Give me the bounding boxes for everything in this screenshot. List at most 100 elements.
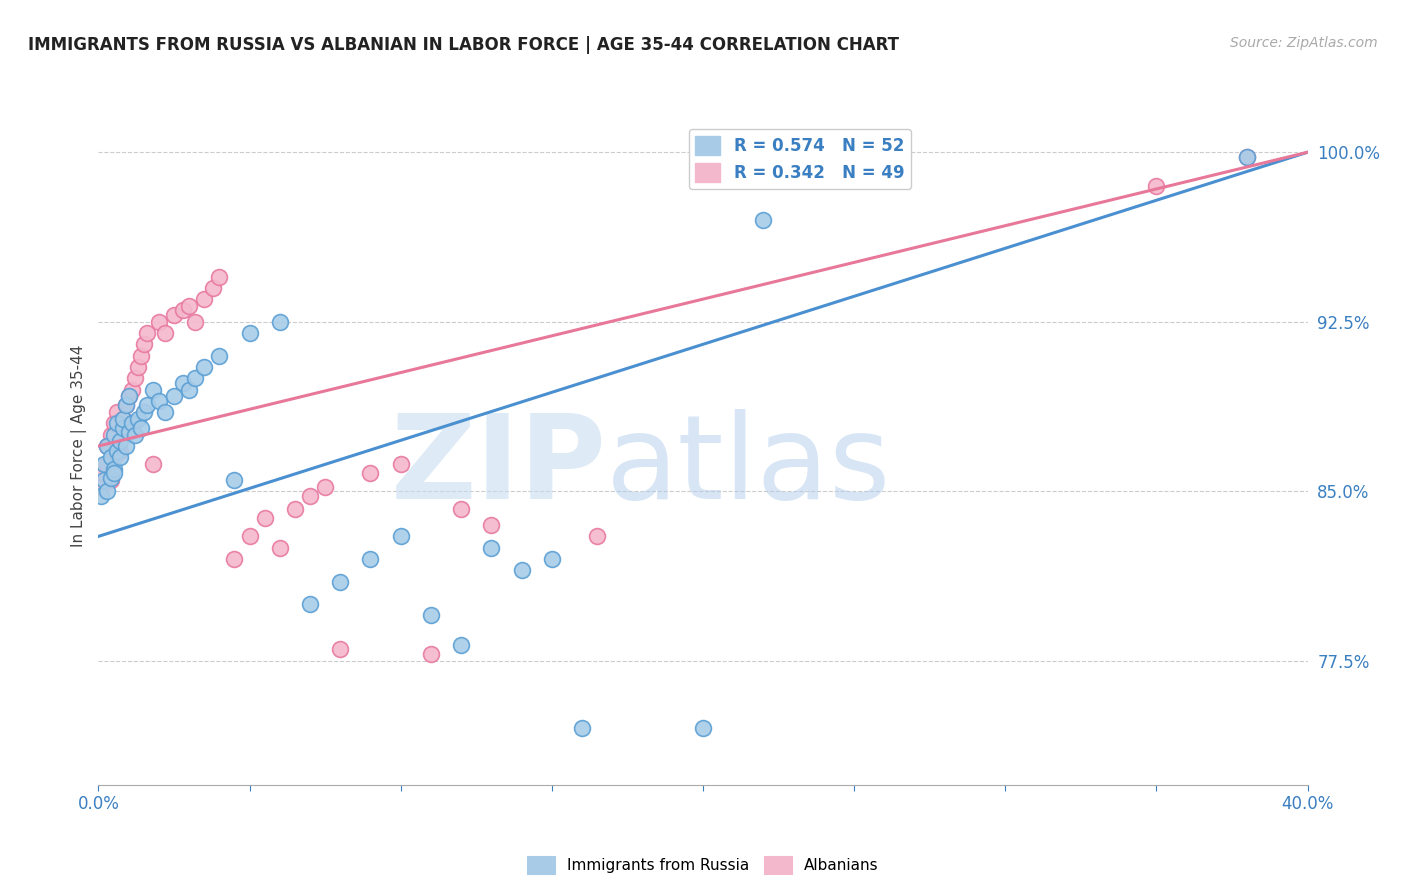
Point	[481, 518, 503, 533]
Point	[135, 326, 157, 340]
Point	[269, 541, 291, 555]
Point	[208, 349, 231, 363]
Point	[108, 450, 131, 465]
Point	[184, 315, 207, 329]
Point	[253, 511, 276, 525]
Point	[329, 642, 352, 657]
Point	[118, 425, 141, 440]
Point	[1236, 150, 1258, 164]
Point	[105, 405, 128, 419]
Point	[540, 552, 562, 566]
Point	[111, 421, 134, 435]
Point	[111, 412, 134, 426]
Point	[450, 638, 472, 652]
Point	[510, 563, 533, 577]
Point	[153, 326, 176, 340]
Point	[142, 457, 165, 471]
Point	[96, 439, 118, 453]
Text: Source: ZipAtlas.com: Source: ZipAtlas.com	[1230, 36, 1378, 50]
Point	[100, 450, 122, 465]
Point	[108, 434, 131, 449]
Point	[124, 371, 146, 385]
Point	[163, 389, 186, 403]
Point	[450, 502, 472, 516]
Point	[90, 480, 112, 494]
Point	[118, 389, 141, 403]
Point	[127, 359, 149, 374]
Y-axis label: In Labor Force | Age 35-44: In Labor Force | Age 35-44	[72, 345, 87, 547]
Point	[586, 529, 609, 543]
Point	[752, 213, 775, 227]
Point	[208, 269, 231, 284]
Point	[100, 470, 122, 484]
Point	[129, 421, 152, 435]
Point	[93, 466, 115, 480]
Point	[179, 383, 201, 397]
Point	[389, 529, 412, 543]
Point	[389, 457, 412, 471]
Point	[193, 359, 215, 374]
Point	[114, 398, 136, 412]
Point	[239, 326, 262, 340]
Point	[148, 315, 170, 329]
Point	[108, 434, 131, 449]
Point	[1236, 150, 1258, 164]
Point	[114, 439, 136, 453]
Point	[103, 461, 125, 475]
Point	[118, 389, 141, 403]
Text: IMMIGRANTS FROM RUSSIA VS ALBANIAN IN LABOR FORCE | AGE 35-44 CORRELATION CHART: IMMIGRANTS FROM RUSSIA VS ALBANIAN IN LA…	[28, 36, 898, 54]
Point	[103, 450, 125, 465]
Point	[93, 457, 115, 471]
Point	[100, 473, 122, 487]
Point	[135, 398, 157, 412]
Point	[127, 412, 149, 426]
Point	[96, 439, 118, 453]
Point	[105, 443, 128, 458]
Point	[129, 349, 152, 363]
Point	[172, 376, 194, 390]
Point	[360, 552, 382, 566]
Point	[269, 315, 291, 329]
Point	[692, 147, 714, 161]
Point	[132, 337, 155, 351]
Point	[179, 299, 201, 313]
Point	[329, 574, 352, 589]
Point	[124, 427, 146, 442]
Point	[224, 473, 246, 487]
Point	[202, 281, 225, 295]
Point	[111, 412, 134, 426]
Point	[314, 480, 336, 494]
Point	[420, 647, 443, 661]
Point	[153, 405, 176, 419]
Point	[96, 457, 118, 471]
Point	[1144, 179, 1167, 194]
Point	[571, 722, 593, 736]
Point	[299, 489, 322, 503]
Point	[132, 405, 155, 419]
Point	[239, 529, 262, 543]
Point	[103, 427, 125, 442]
Point	[172, 303, 194, 318]
Point	[114, 398, 136, 412]
Point	[121, 417, 143, 431]
Point	[224, 552, 246, 566]
Point	[299, 597, 322, 611]
Point	[184, 371, 207, 385]
Point	[148, 393, 170, 408]
Point	[420, 608, 443, 623]
Point	[93, 473, 115, 487]
Point	[692, 722, 714, 736]
Point	[163, 308, 186, 322]
Point	[121, 383, 143, 397]
Point	[100, 427, 122, 442]
Point	[193, 292, 215, 306]
Point	[844, 168, 866, 182]
Point	[284, 502, 307, 516]
Text: atlas: atlas	[606, 409, 891, 524]
Point	[481, 541, 503, 555]
Point	[103, 417, 125, 431]
Text: ZIP: ZIP	[391, 409, 606, 524]
Point	[96, 484, 118, 499]
Legend: R = 0.574   N = 52, R = 0.342   N = 49: R = 0.574 N = 52, R = 0.342 N = 49	[689, 129, 911, 189]
Point	[108, 443, 131, 458]
